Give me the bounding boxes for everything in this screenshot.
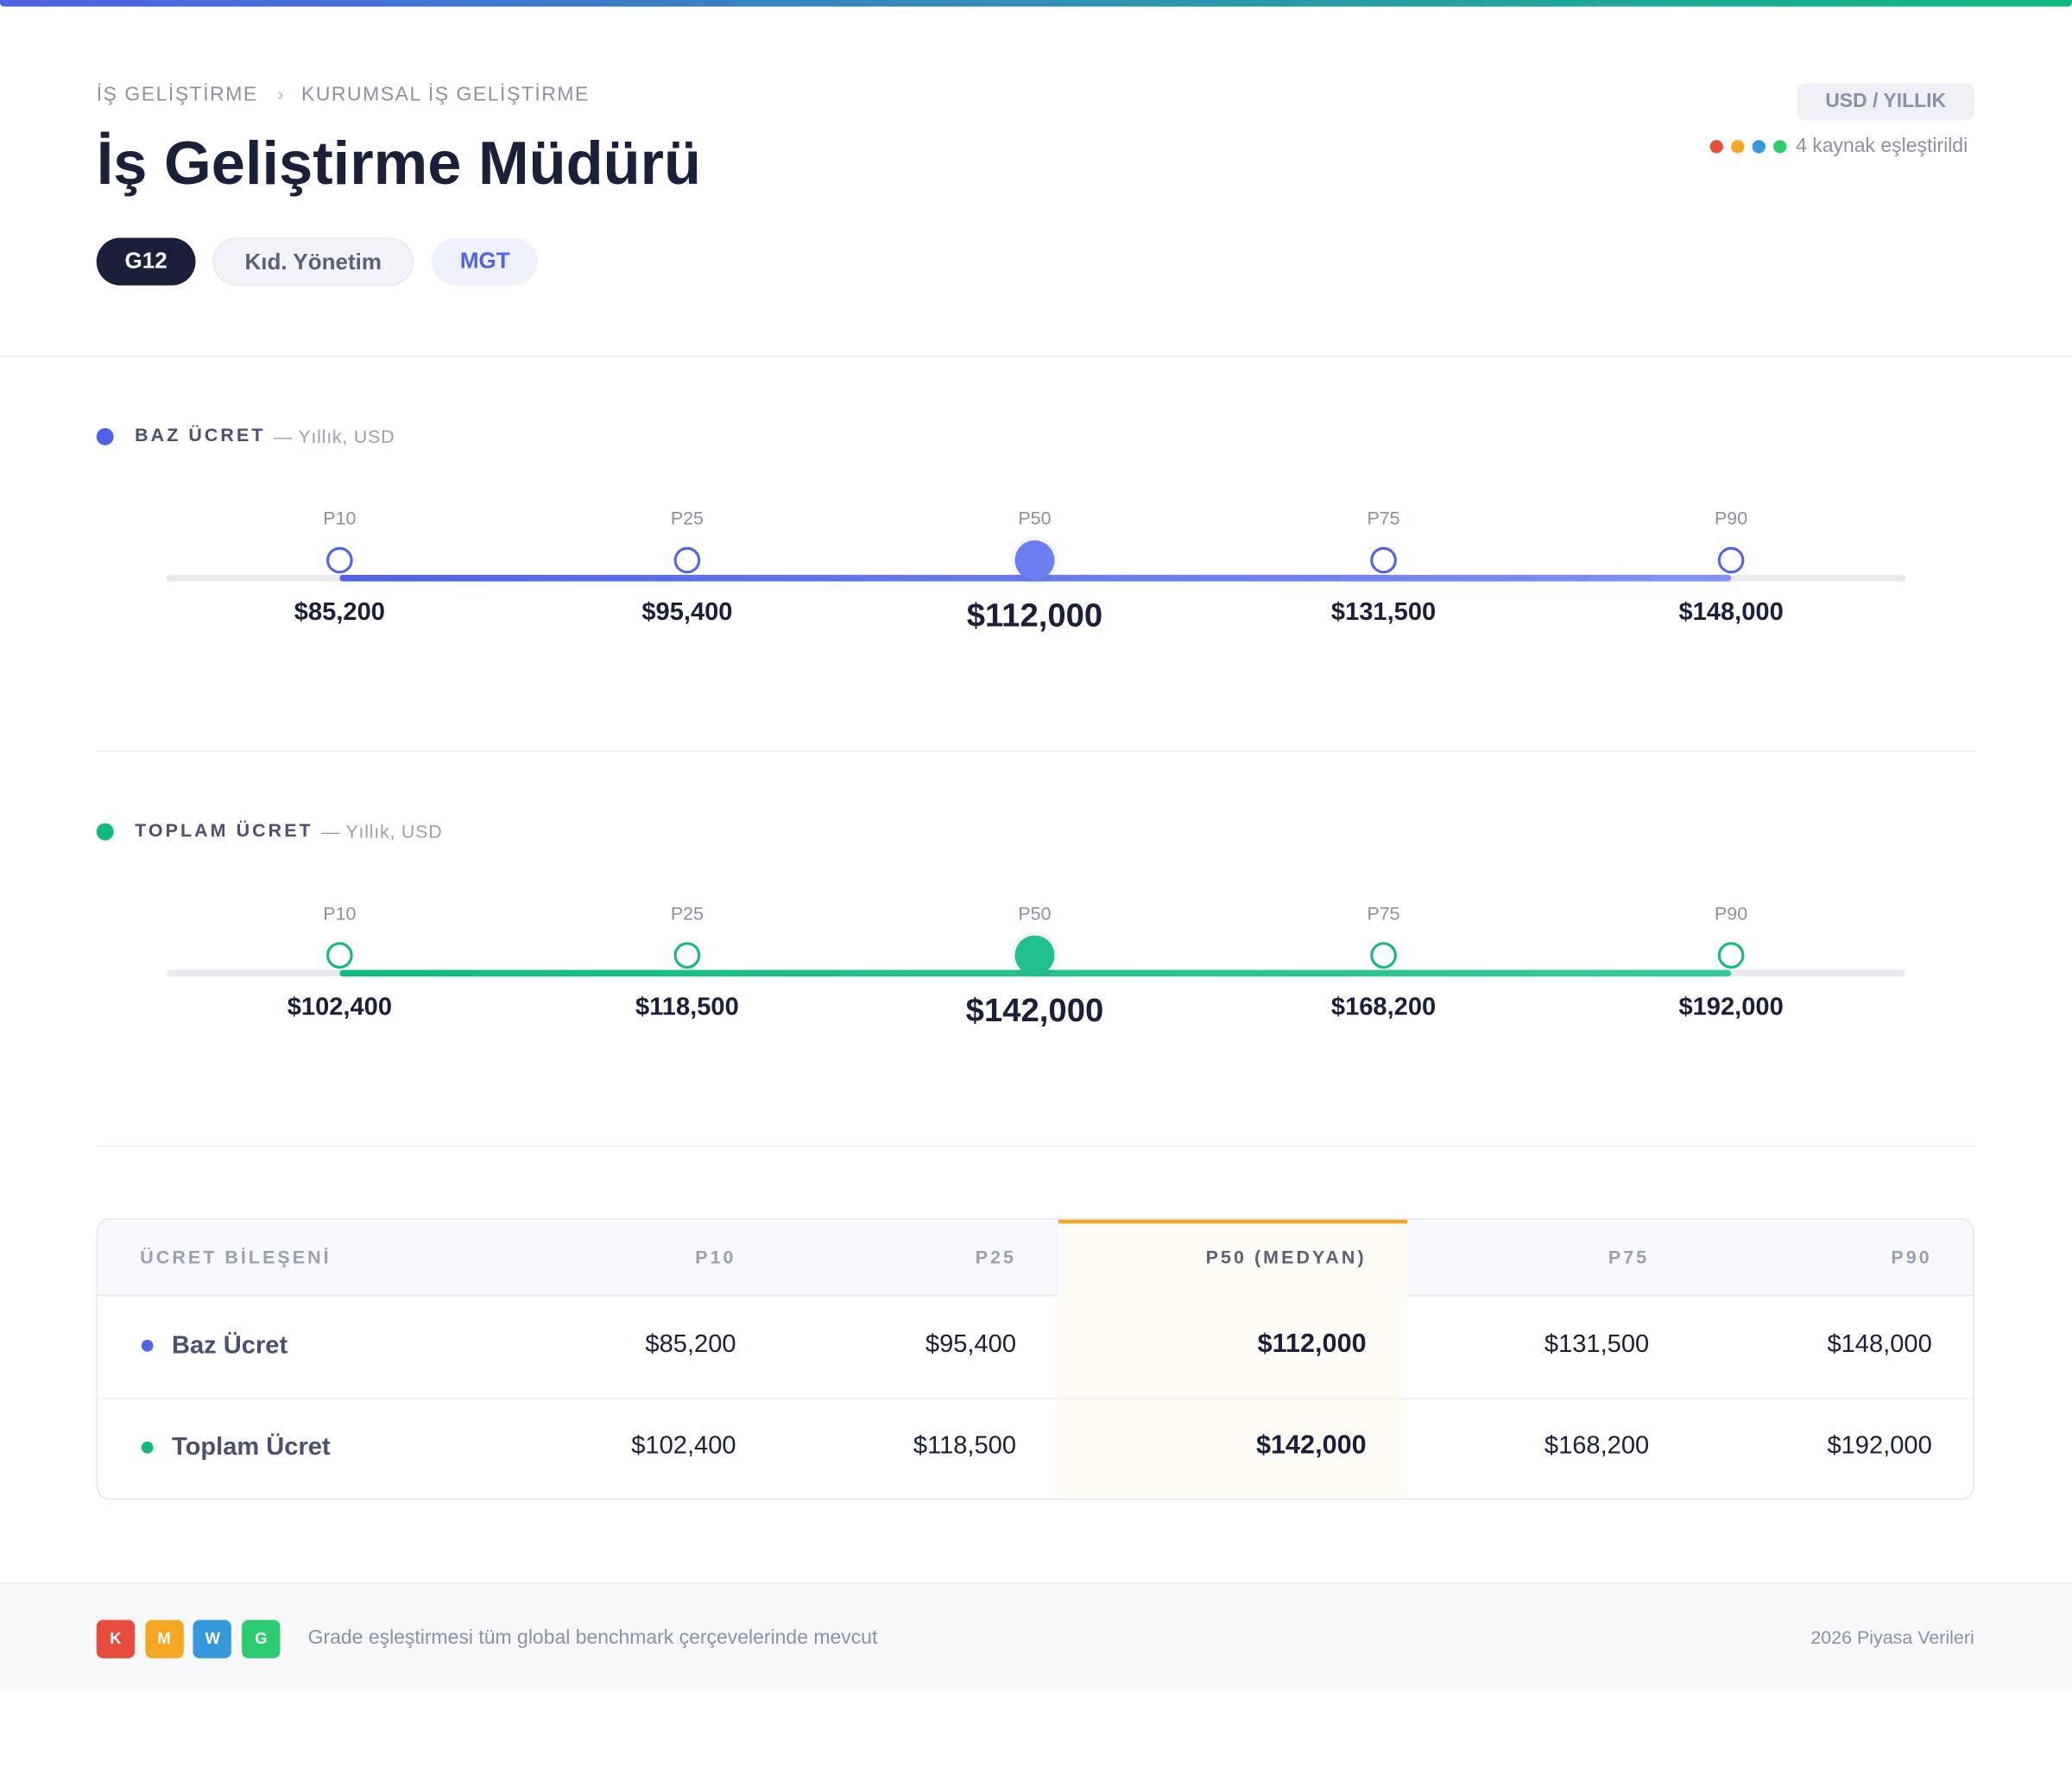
cell: $85,200 [645, 1330, 736, 1359]
point-value: $148,000 [1678, 598, 1784, 627]
table-header: P25 [975, 1246, 1017, 1267]
point-marker [673, 546, 701, 574]
table-header: P50 (MEDYAN) [1205, 1246, 1367, 1267]
row-label: Baz Ücret [171, 1331, 288, 1360]
breadcrumb-item: İŞ GELİŞTİRME [96, 83, 258, 106]
point-marker [326, 942, 353, 969]
point-value: $118,500 [635, 994, 739, 1022]
divider [96, 1146, 1974, 1147]
framework-badge: K [96, 1620, 136, 1658]
point-label: P50 [1018, 902, 1052, 924]
badge: USD / YILLIK [1797, 83, 1974, 121]
divider [96, 750, 1974, 752]
breadcrumb-item: KURUMSAL İŞ GELİŞTİRME [300, 83, 590, 106]
table-header: P10 [695, 1246, 736, 1267]
cell: $95,400 [925, 1330, 1017, 1359]
tag: Kıd. Yönetim [212, 237, 414, 286]
tag: MGT [432, 237, 538, 286]
section-dot [96, 823, 114, 841]
point-marker [1014, 540, 1055, 580]
footer [0, 1582, 2072, 1692]
table-header-bg [98, 1219, 1974, 1297]
point-marker [1370, 942, 1397, 969]
median-accent [1058, 1219, 1408, 1224]
point-marker [1370, 546, 1397, 574]
framework-badge: W [193, 1620, 232, 1658]
top-bar [0, 0, 2072, 7]
point-label: P75 [1367, 507, 1400, 529]
source-dot [1752, 140, 1766, 154]
table-header: ÜCRET BİLEŞENİ [140, 1246, 332, 1267]
point-value: $95,400 [641, 598, 733, 627]
point-marker [1014, 935, 1055, 976]
section-subtitle: — Yıllık, USD [320, 820, 443, 842]
row-dot [141, 1441, 154, 1454]
point-marker [326, 546, 353, 574]
point-label: P50 [1018, 507, 1052, 529]
point-marker [1717, 942, 1745, 969]
section-title: BAZ ÜCRET [135, 424, 266, 445]
framework-badge: G [242, 1620, 281, 1658]
point-value: $142,000 [965, 992, 1104, 1030]
cell: $142,000 [1255, 1430, 1367, 1461]
point-label: P25 [670, 507, 704, 529]
point-label: P90 [1715, 507, 1748, 529]
row-sep [98, 1398, 1974, 1399]
cell: $192,000 [1827, 1432, 1932, 1461]
cell: $102,400 [631, 1432, 736, 1461]
point-label: P25 [670, 902, 704, 924]
footer-note: Grade eşleştirmesi tüm global benchmark … [307, 1626, 878, 1650]
breadcrumb-sep: › [277, 83, 284, 104]
sources-text: 4 kaynak eşleştirildi [1796, 135, 1968, 158]
point-label: P75 [1367, 902, 1400, 924]
cell: $148,000 [1827, 1330, 1932, 1359]
point-label: P10 [323, 507, 357, 529]
row-label: Toplam Ücret [171, 1433, 331, 1462]
source-dot [1773, 140, 1787, 154]
table-header: P75 [1608, 1246, 1650, 1267]
point-marker [673, 942, 701, 969]
point-value: $131,500 [1330, 598, 1437, 627]
median-col [1058, 1219, 1408, 1499]
section-title: TOPLAM ÜCRET [135, 818, 313, 841]
table-header: P90 [1891, 1246, 1932, 1267]
point-marker [1717, 546, 1745, 574]
point-value: $192,000 [1678, 994, 1784, 1022]
cell: $112,000 [1257, 1329, 1367, 1359]
point-value: $85,200 [294, 598, 385, 627]
cell: $131,500 [1544, 1330, 1650, 1359]
framework-badge: M [144, 1620, 184, 1658]
section-dot [96, 427, 114, 445]
source-dot [1731, 140, 1745, 154]
point-label: P90 [1715, 902, 1748, 924]
point-value: $102,400 [287, 994, 393, 1022]
tag: G12 [96, 237, 196, 286]
cell: $168,200 [1544, 1432, 1650, 1461]
section-subtitle: — Yıllık, USD [273, 425, 395, 447]
row-dot [141, 1340, 154, 1352]
point-value: $168,200 [1330, 994, 1437, 1022]
point-value: $112,000 [966, 597, 1103, 635]
page-title: İş Geliştirme Müdürü [96, 128, 702, 198]
footer-year: 2026 Piyasa Verileri [1810, 1626, 1974, 1648]
divider [0, 355, 2072, 357]
point-label: P10 [323, 902, 357, 924]
table: ÜCRET BİLEŞENİ P10 P25 P50 (MEDYAN) P75 P90 Ba… [96, 1218, 1974, 1500]
source-dot [1709, 140, 1723, 154]
cell: $118,500 [913, 1432, 1017, 1461]
